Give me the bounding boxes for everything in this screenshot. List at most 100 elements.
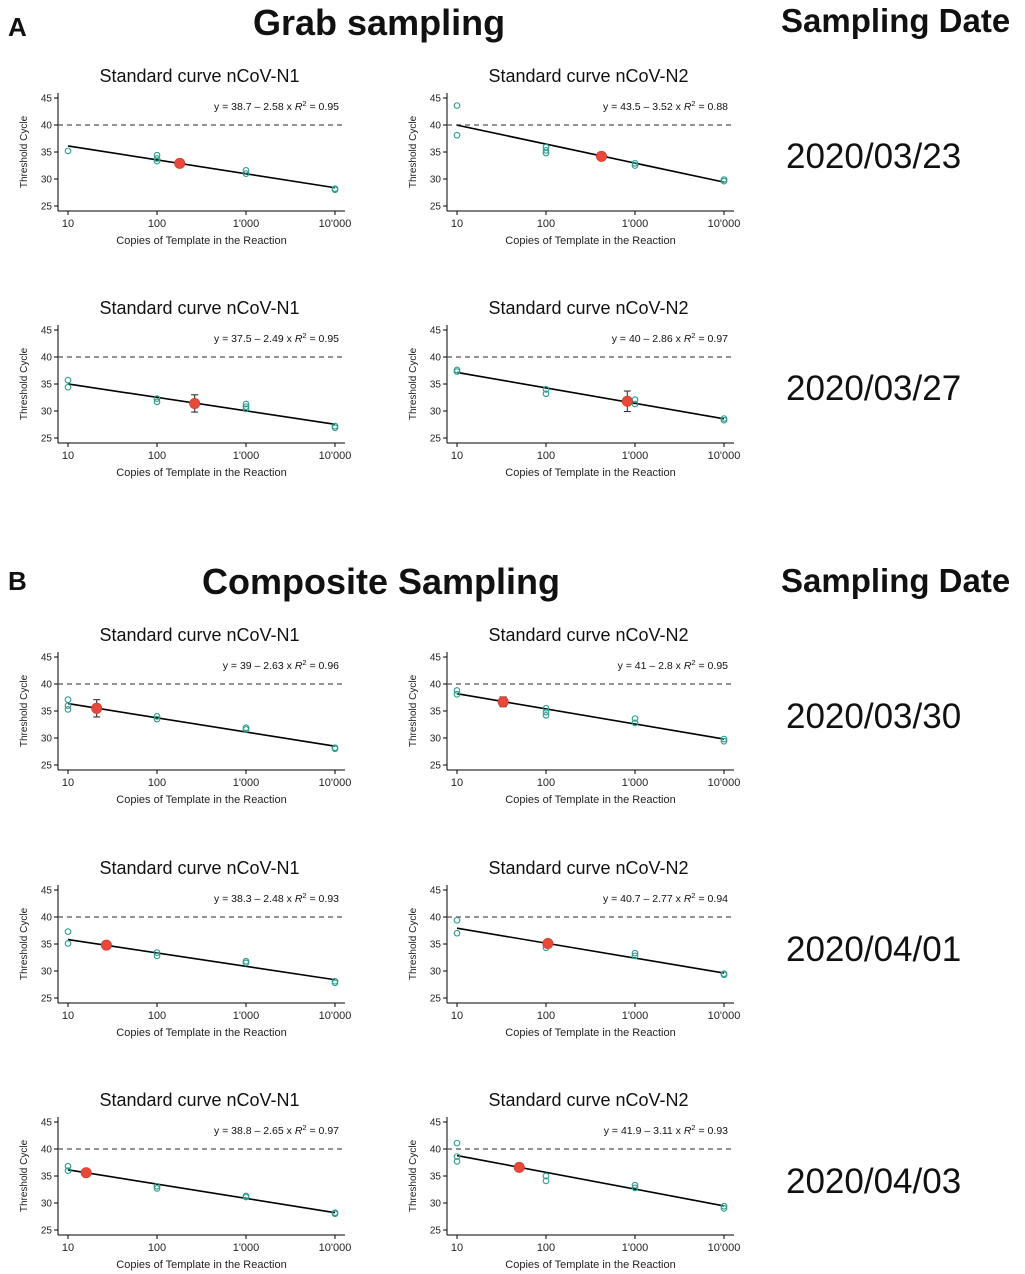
y-tick-label: 30 [430,407,442,418]
sample-point [189,397,201,409]
sample-point [621,395,633,407]
standard-point [720,177,728,185]
y-tick-label: 45 [430,653,442,664]
standard-point [542,386,550,393]
fit-equation: y = 38.3 – 2.48 x R2 = 0.93 [214,891,339,905]
fit-equation: y = 43.5 – 3.52 x R2 = 0.88 [603,99,728,113]
standard-curve-chart: 25 30 35 40 45 10 100 1'000 10'000 Copies of Temp… [19,298,351,479]
x-tick-label: 100 [148,777,166,789]
fit-equation: y = 39 – 2.63 x R2 = 0.96 [223,658,339,672]
y-tick-label: 35 [430,380,442,391]
x-tick-label: 1'000 [233,1242,260,1254]
y-tick-label: 30 [430,175,442,186]
sample-point [513,1161,525,1173]
y-tick-label: 40 [430,121,442,132]
x-tick-label: 100 [537,218,555,230]
standard-point [453,102,461,109]
y-tick-label: 40 [430,680,442,691]
standard-point [153,952,161,960]
y-axis-label: Threshold Cycle [408,347,419,420]
sample-point [595,150,607,162]
x-tick-label: 10 [62,450,74,462]
standard-point [453,929,461,937]
standard-point [631,719,639,727]
standard-point [153,1182,161,1190]
standard-point [64,940,72,947]
standard-point [720,971,728,979]
standard-curve-chart: 25 30 35 40 45 10 100 1'000 10'000 Copies of Temp… [19,858,351,1039]
x-tick-label: 1'000 [622,218,649,230]
y-axis-label: Threshold Cycle [19,674,30,747]
fit-line [67,145,336,189]
standard-point [631,162,639,169]
fit-equation: y = 41 – 2.8 x R2 = 0.95 [618,658,729,672]
standard-point [153,1185,161,1192]
y-tick-label: 35 [41,1172,53,1183]
x-axis-label: Copies of Template in the Reaction [505,1027,675,1039]
x-tick-label: 10'000 [319,777,352,789]
standard-point [631,1184,639,1192]
x-tick-label: 10 [62,777,74,789]
standard-point [331,186,339,194]
y-tick-label: 25 [41,994,53,1005]
x-axis-label: Copies of Template in the Reaction [116,1027,286,1039]
fit-equation: y = 38.8 – 2.65 x R2 = 0.97 [214,1123,339,1137]
y-tick-label: 30 [41,175,53,186]
y-tick-label: 35 [41,940,53,951]
sampling-date-label: 2020/03/27 [786,369,962,408]
standard-point [331,745,339,753]
standard-point [153,395,161,402]
standard-point [453,368,461,375]
standard-point [453,131,461,139]
x-axis-label: Copies of Template in the Reaction [116,794,286,806]
y-tick-label: 30 [430,734,442,745]
y-axis-label: Threshold Cycle [408,674,419,747]
y-tick-label: 45 [430,886,442,897]
standard-point [64,376,72,384]
y-tick-label: 35 [41,148,53,159]
y-tick-label: 25 [41,434,53,445]
standard-point [242,400,250,408]
standard-point [453,1158,461,1165]
standard-point [542,390,550,398]
sampling-date-label: 2020/03/30 [786,697,962,736]
standard-point [153,713,161,720]
standard-point [242,1193,250,1201]
standard-point [631,715,639,722]
standard-point [631,952,639,960]
chart-title: Standard curve nCoV-N1 [99,66,299,86]
x-axis-label: Copies of Template in the Reaction [116,1259,286,1271]
sampling-date-label: 2020/04/01 [786,930,962,969]
fit-equation: y = 38.7 – 2.58 x R2 = 0.95 [214,99,339,113]
sample-point [542,937,554,949]
y-tick-label: 40 [430,913,442,924]
standard-point [631,159,639,167]
y-tick-label: 45 [41,94,53,105]
x-axis-label: Copies of Template in the Reaction [505,1259,675,1271]
standard-point [542,147,550,154]
sampling-date-label: 2020/04/03 [786,1162,962,1201]
y-tick-label: 45 [41,326,53,337]
x-tick-label: 10'000 [708,777,741,789]
x-tick-label: 10 [62,1242,74,1254]
y-tick-label: 45 [430,326,442,337]
y-tick-label: 25 [41,761,53,772]
sample-point [100,939,112,951]
x-tick-label: 10'000 [708,1010,741,1022]
fit-line [67,383,336,426]
y-tick-label: 25 [430,434,442,445]
standard-point [720,737,728,745]
chart-title: Standard curve nCoV-N2 [488,298,688,318]
standard-curve-chart: 25 30 35 40 45 10 100 1'000 10'000 Copies of Temp… [408,858,740,1039]
standard-point [720,416,728,424]
x-axis-label: Copies of Template in the Reaction [505,794,675,806]
sample-point [91,702,103,714]
standard-point [242,170,250,177]
y-tick-label: 30 [430,1199,442,1210]
fit-equation: y = 37.5 – 2.49 x R2 = 0.95 [214,331,339,345]
panel-b-letter: B [8,566,27,596]
x-tick-label: 10 [451,218,463,230]
fit-equation: y = 40 – 2.86 x R2 = 0.97 [612,331,728,345]
y-tick-label: 35 [41,707,53,718]
x-tick-label: 10 [451,777,463,789]
